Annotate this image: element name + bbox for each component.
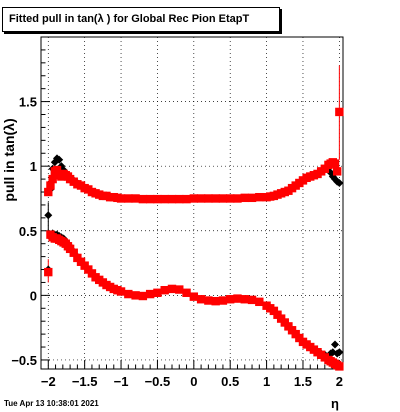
series-4-point <box>226 295 235 304</box>
series-4-point <box>204 296 213 305</box>
x-tick-label: 1.5 <box>294 374 312 389</box>
series-1-point <box>335 178 344 187</box>
series-2-point <box>153 194 162 204</box>
series-4-point <box>196 295 206 304</box>
series-4-point <box>145 289 155 299</box>
series-2-point <box>167 194 177 204</box>
series-4-point <box>44 267 53 277</box>
series-4-point <box>335 362 344 371</box>
series-4-point <box>255 297 264 307</box>
series-4-point <box>131 291 140 300</box>
series-4-point <box>240 295 249 304</box>
series-4-point <box>218 296 228 305</box>
series-2-point <box>226 194 235 203</box>
x-tick-label: 2 <box>336 374 343 389</box>
series-4-point <box>182 288 191 297</box>
series-4-point <box>175 285 184 294</box>
chart-title: Fitted pull in tan(λ ) for Global Rec Pi… <box>2 7 280 32</box>
y-tick-label: 0 <box>30 288 37 303</box>
series-2-point <box>233 194 242 203</box>
y-tick-label: −0.5 <box>11 353 37 368</box>
series-3-point <box>335 348 344 357</box>
series-2-point <box>196 194 206 203</box>
series-2-point <box>335 107 344 117</box>
series-4-point <box>116 287 126 296</box>
series-2-point <box>218 194 228 203</box>
y-tick-label: 1 <box>30 159 37 174</box>
series-4-point <box>124 289 133 299</box>
series-2-point <box>145 194 155 204</box>
series-4-point <box>167 284 177 294</box>
series-2-point <box>124 194 133 203</box>
series-2-point <box>44 187 53 197</box>
series-2-point <box>204 194 213 203</box>
series-2-point <box>182 194 191 204</box>
x-tick-label: 0 <box>190 374 197 389</box>
series-2-point <box>240 193 249 203</box>
series-4-point <box>247 295 257 305</box>
x-axis-label: η <box>331 396 339 411</box>
series-2-point <box>175 194 184 204</box>
series-4-point <box>153 288 162 297</box>
series-2-point <box>332 167 342 176</box>
series-2-point <box>255 192 264 202</box>
series-2-point <box>48 174 57 184</box>
series-4-point <box>211 296 220 306</box>
series-2-point <box>160 194 169 204</box>
x-tick-label: 0.5 <box>221 374 239 389</box>
series-2-point <box>247 193 257 203</box>
series-4-point <box>189 292 199 301</box>
x-tick-label: 1 <box>263 374 270 389</box>
x-tick-label: −0.5 <box>145 374 171 389</box>
series-4-point <box>138 291 148 301</box>
series-4-point <box>233 294 242 303</box>
x-tick-label: −2 <box>41 374 56 389</box>
y-tick-label: 1.5 <box>19 95 37 110</box>
plot-frame <box>40 36 344 370</box>
x-tick-label: −1.5 <box>72 374 98 389</box>
series-1-point <box>44 211 53 220</box>
series-2-point <box>211 194 220 203</box>
series-4-point <box>69 248 78 257</box>
series-2-point <box>189 194 199 203</box>
series-2-point <box>131 194 140 203</box>
series-2-point <box>330 159 340 168</box>
x-tick-label: −1 <box>114 374 129 389</box>
series-1-point <box>55 155 64 164</box>
series-3-point <box>330 340 339 349</box>
series-2-point <box>52 165 62 175</box>
y-tick-label: 0.5 <box>19 224 37 239</box>
series-2-point <box>116 194 126 203</box>
series-2-point <box>46 181 55 190</box>
series-4-point <box>160 285 169 295</box>
series-2-point <box>138 194 148 204</box>
timestamp: Tue Apr 13 10:38:01 2021 <box>4 399 99 408</box>
